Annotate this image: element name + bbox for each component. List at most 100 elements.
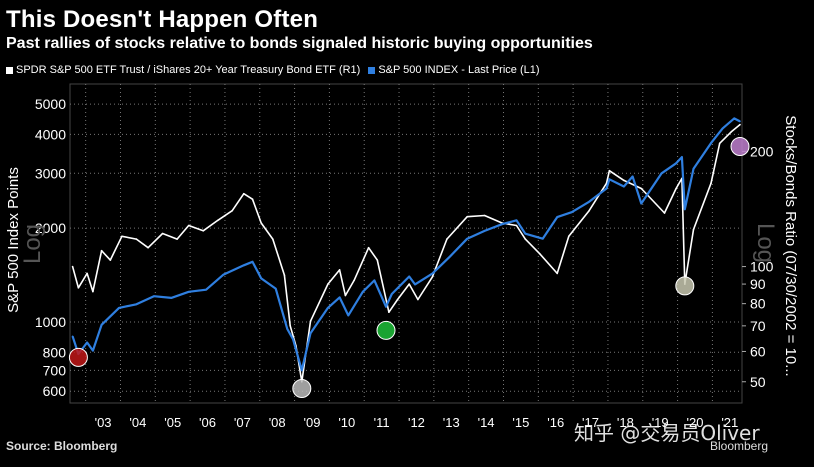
spx-data-point — [608, 178, 611, 181]
source-note: Source: Bloomberg — [6, 439, 118, 453]
ratio-data-point — [77, 287, 80, 289]
ratio-data-point — [176, 238, 178, 240]
ratio-data-point — [568, 235, 570, 238]
spx-data-point — [373, 279, 376, 282]
spx-data-point — [391, 293, 393, 295]
left-tick-label: 2000 — [35, 220, 66, 236]
ratio-data-point — [408, 283, 411, 285]
ratio-data-point — [353, 279, 355, 282]
legend: SPDR S&P 500 ETF Trust / iShares 20+ Yea… — [6, 64, 544, 76]
ratio-data-point — [283, 274, 286, 276]
spx-data-point — [251, 261, 254, 263]
x-tick-label: '08 — [269, 415, 286, 430]
ratio-data-point — [92, 290, 94, 293]
spx-data-point — [274, 287, 277, 290]
left-tick-label: 800 — [43, 344, 67, 360]
right-tick-label: 50 — [750, 374, 766, 390]
x-tick-label: '14 — [478, 415, 495, 430]
ratio-data-point — [260, 222, 263, 224]
ratio-data-point — [431, 276, 434, 278]
spx-data-point — [135, 303, 138, 306]
ratio-data-point — [109, 259, 112, 261]
x-tick-label: '10 — [338, 415, 355, 430]
spx-data-point — [640, 202, 643, 205]
x-tick-label: '04 — [129, 415, 146, 430]
spx-data-point — [660, 172, 663, 175]
ratio-data-point — [524, 238, 527, 240]
x-tick-label: '18 — [617, 415, 634, 430]
spx-data-point — [243, 264, 245, 267]
spx-data-point — [515, 219, 518, 222]
spx-data-point — [153, 295, 155, 298]
spx-data-point — [205, 288, 207, 291]
left-tick-label: 4000 — [35, 126, 66, 142]
x-tick-label: '11 — [374, 415, 390, 430]
ratio-data-point — [515, 224, 518, 227]
ratio-data-point — [556, 272, 558, 275]
spx-data-point — [733, 117, 735, 120]
spx-data-point — [721, 127, 724, 130]
right-tick-label: 70 — [750, 318, 766, 334]
x-tick-label: '06 — [199, 415, 216, 430]
ratio-data-point — [243, 192, 245, 195]
spx-data-point — [408, 275, 411, 278]
left-tick-label: 3000 — [35, 165, 66, 181]
x-tick-label: '05 — [164, 415, 181, 430]
spx-data-point — [347, 314, 350, 317]
ratio-data-point — [417, 298, 419, 301]
ratio-data-point — [289, 325, 292, 327]
spx-data-point — [292, 338, 294, 341]
legend-label-ratio: SPDR S&P 500 ETF Trust / iShares 20+ Yea… — [16, 64, 361, 76]
highlight-marker-5 — [730, 137, 750, 156]
ratio-data-point — [663, 212, 666, 214]
spx-data-point — [301, 369, 303, 372]
ratio-data-point — [623, 179, 625, 182]
ratio-data-point — [71, 265, 74, 268]
spx-data-point — [675, 162, 677, 165]
ratio-data-point — [483, 214, 486, 217]
watermark: 知乎 @交易员Oliver — [574, 421, 760, 445]
right-axis-title: Stocks/Bonds Ratio (07/30/2002 = 10... — [782, 115, 799, 376]
spx-data-point — [710, 142, 712, 144]
ratio-series-line — [71, 123, 741, 383]
ratio-data-point — [466, 215, 469, 218]
ratio-data-point — [730, 131, 733, 133]
ratio-data-point — [309, 320, 312, 323]
spx-data-point — [71, 335, 74, 338]
left-tick-label: 600 — [43, 383, 67, 399]
ratio-data-point — [100, 249, 103, 252]
ratio-data-point — [367, 246, 370, 249]
spx-data-point — [739, 120, 741, 123]
highlight-marker-2 — [292, 379, 312, 398]
spx-data-point — [501, 223, 503, 225]
spx-data-point — [605, 187, 608, 190]
spx-data-point — [118, 307, 120, 309]
x-tick-label: '15 — [512, 415, 529, 430]
legend-item-ratio: SPDR S&P 500 ETF Trust / iShares 20+ Yea… — [6, 64, 360, 76]
spx-data-point — [222, 273, 225, 276]
spx-data-point — [570, 211, 573, 213]
spx-data-point — [524, 232, 527, 235]
spx-data-point — [483, 230, 486, 232]
spx-data-point — [414, 283, 416, 286]
ratio-data-point — [272, 238, 274, 240]
x-tick-label: '16 — [547, 415, 564, 430]
spx-data-point — [86, 341, 88, 344]
spx-data-point — [100, 324, 103, 326]
left-axis-title: S&P 500 Index Points — [5, 167, 22, 313]
ratio-data-point — [86, 272, 88, 275]
spx-data-point — [309, 332, 312, 335]
chart-subtitle: Past rallies of stocks relative to bonds… — [6, 35, 593, 52]
spx-data-point — [170, 297, 173, 299]
ratio-data-point — [327, 283, 329, 285]
highlight-marker-1 — [68, 347, 88, 367]
spx-data-point — [449, 255, 451, 258]
spx-data-point — [362, 291, 364, 293]
spx-data-point — [623, 185, 625, 188]
spx-data-point — [92, 349, 94, 352]
ratio-data-point — [135, 238, 138, 240]
ratio-data-point — [718, 142, 721, 145]
right-tick-label: 100 — [750, 259, 774, 275]
x-tick-label: '21 — [721, 415, 738, 430]
